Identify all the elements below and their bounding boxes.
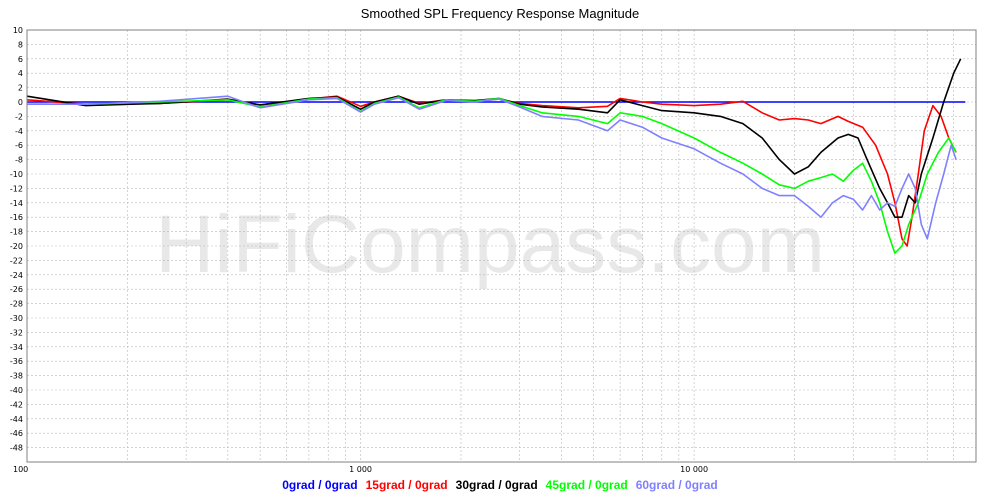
y-tick-label: 4 <box>18 69 23 78</box>
series-line-1 <box>26 95 957 247</box>
y-tick-label: -2 <box>15 112 23 121</box>
y-tick-label: -22 <box>10 256 23 265</box>
watermark-text: HiFiCompass.com <box>155 199 825 290</box>
y-tick-label: -46 <box>10 429 23 438</box>
chart-legend: 0grad / 0grad 15grad / 0grad 30grad / 0gra… <box>0 478 1000 492</box>
y-tick-label: 0 <box>18 98 23 107</box>
series-line-2 <box>26 58 962 218</box>
y-tick-label: -48 <box>10 444 23 453</box>
y-tick-label: -30 <box>10 314 23 323</box>
series-line-4 <box>27 95 957 240</box>
y-tick-label: -34 <box>10 343 23 352</box>
y-tick-label: -24 <box>10 271 23 280</box>
y-tick-label: -28 <box>10 300 23 309</box>
y-tick-label: 6 <box>18 55 23 64</box>
x-axis-ticks: 100 1 000 10 000 <box>13 465 708 474</box>
legend-entry-0: 0grad / 0grad <box>282 478 358 492</box>
legend-entry-1: 15grad / 0grad <box>365 478 448 492</box>
y-axis-ticks: 10 8 6 4 2 0 -2 -4 -6 -8 -10 -12 -14 -16 -18 -20 -22 -24 -… <box>10 26 23 453</box>
y-tick-label: -44 <box>10 415 23 424</box>
y-tick-label: -10 <box>10 170 23 179</box>
chart-title: Smoothed SPL Frequency Response Magnitud… <box>360 6 640 21</box>
y-tick-label: -18 <box>10 228 23 237</box>
y-tick-label: -8 <box>15 156 23 165</box>
plot-frame <box>26 29 977 463</box>
y-tick-label: -20 <box>10 242 23 251</box>
y-tick-label: 8 <box>18 40 23 49</box>
y-tick-label: -38 <box>10 372 23 381</box>
legend-entry-3: 45grad / 0grad <box>545 478 628 492</box>
y-tick-label: -36 <box>10 357 23 366</box>
y-tick-label: -40 <box>10 386 23 395</box>
x-tick-label: 100 <box>13 465 28 474</box>
y-tick-label: -16 <box>10 213 23 222</box>
legend-entry-2: 30grad / 0grad <box>455 478 538 492</box>
legend-entry-4: 60grad / 0grad <box>635 478 718 492</box>
y-tick-label: -12 <box>10 184 23 193</box>
y-tick-label: 2 <box>18 84 23 93</box>
y-tick-label: -42 <box>10 400 23 409</box>
y-tick-label: 10 <box>13 26 23 35</box>
x-tick-label: 10 000 <box>680 465 708 474</box>
y-tick-label: -14 <box>10 199 23 208</box>
chart-series-lines <box>26 58 966 254</box>
y-tick-label: -6 <box>15 141 23 150</box>
y-tick-label: -26 <box>10 285 23 294</box>
y-tick-label: -32 <box>10 328 23 337</box>
y-tick-label: -4 <box>15 127 23 136</box>
x-tick-label: 1 000 <box>349 465 372 474</box>
